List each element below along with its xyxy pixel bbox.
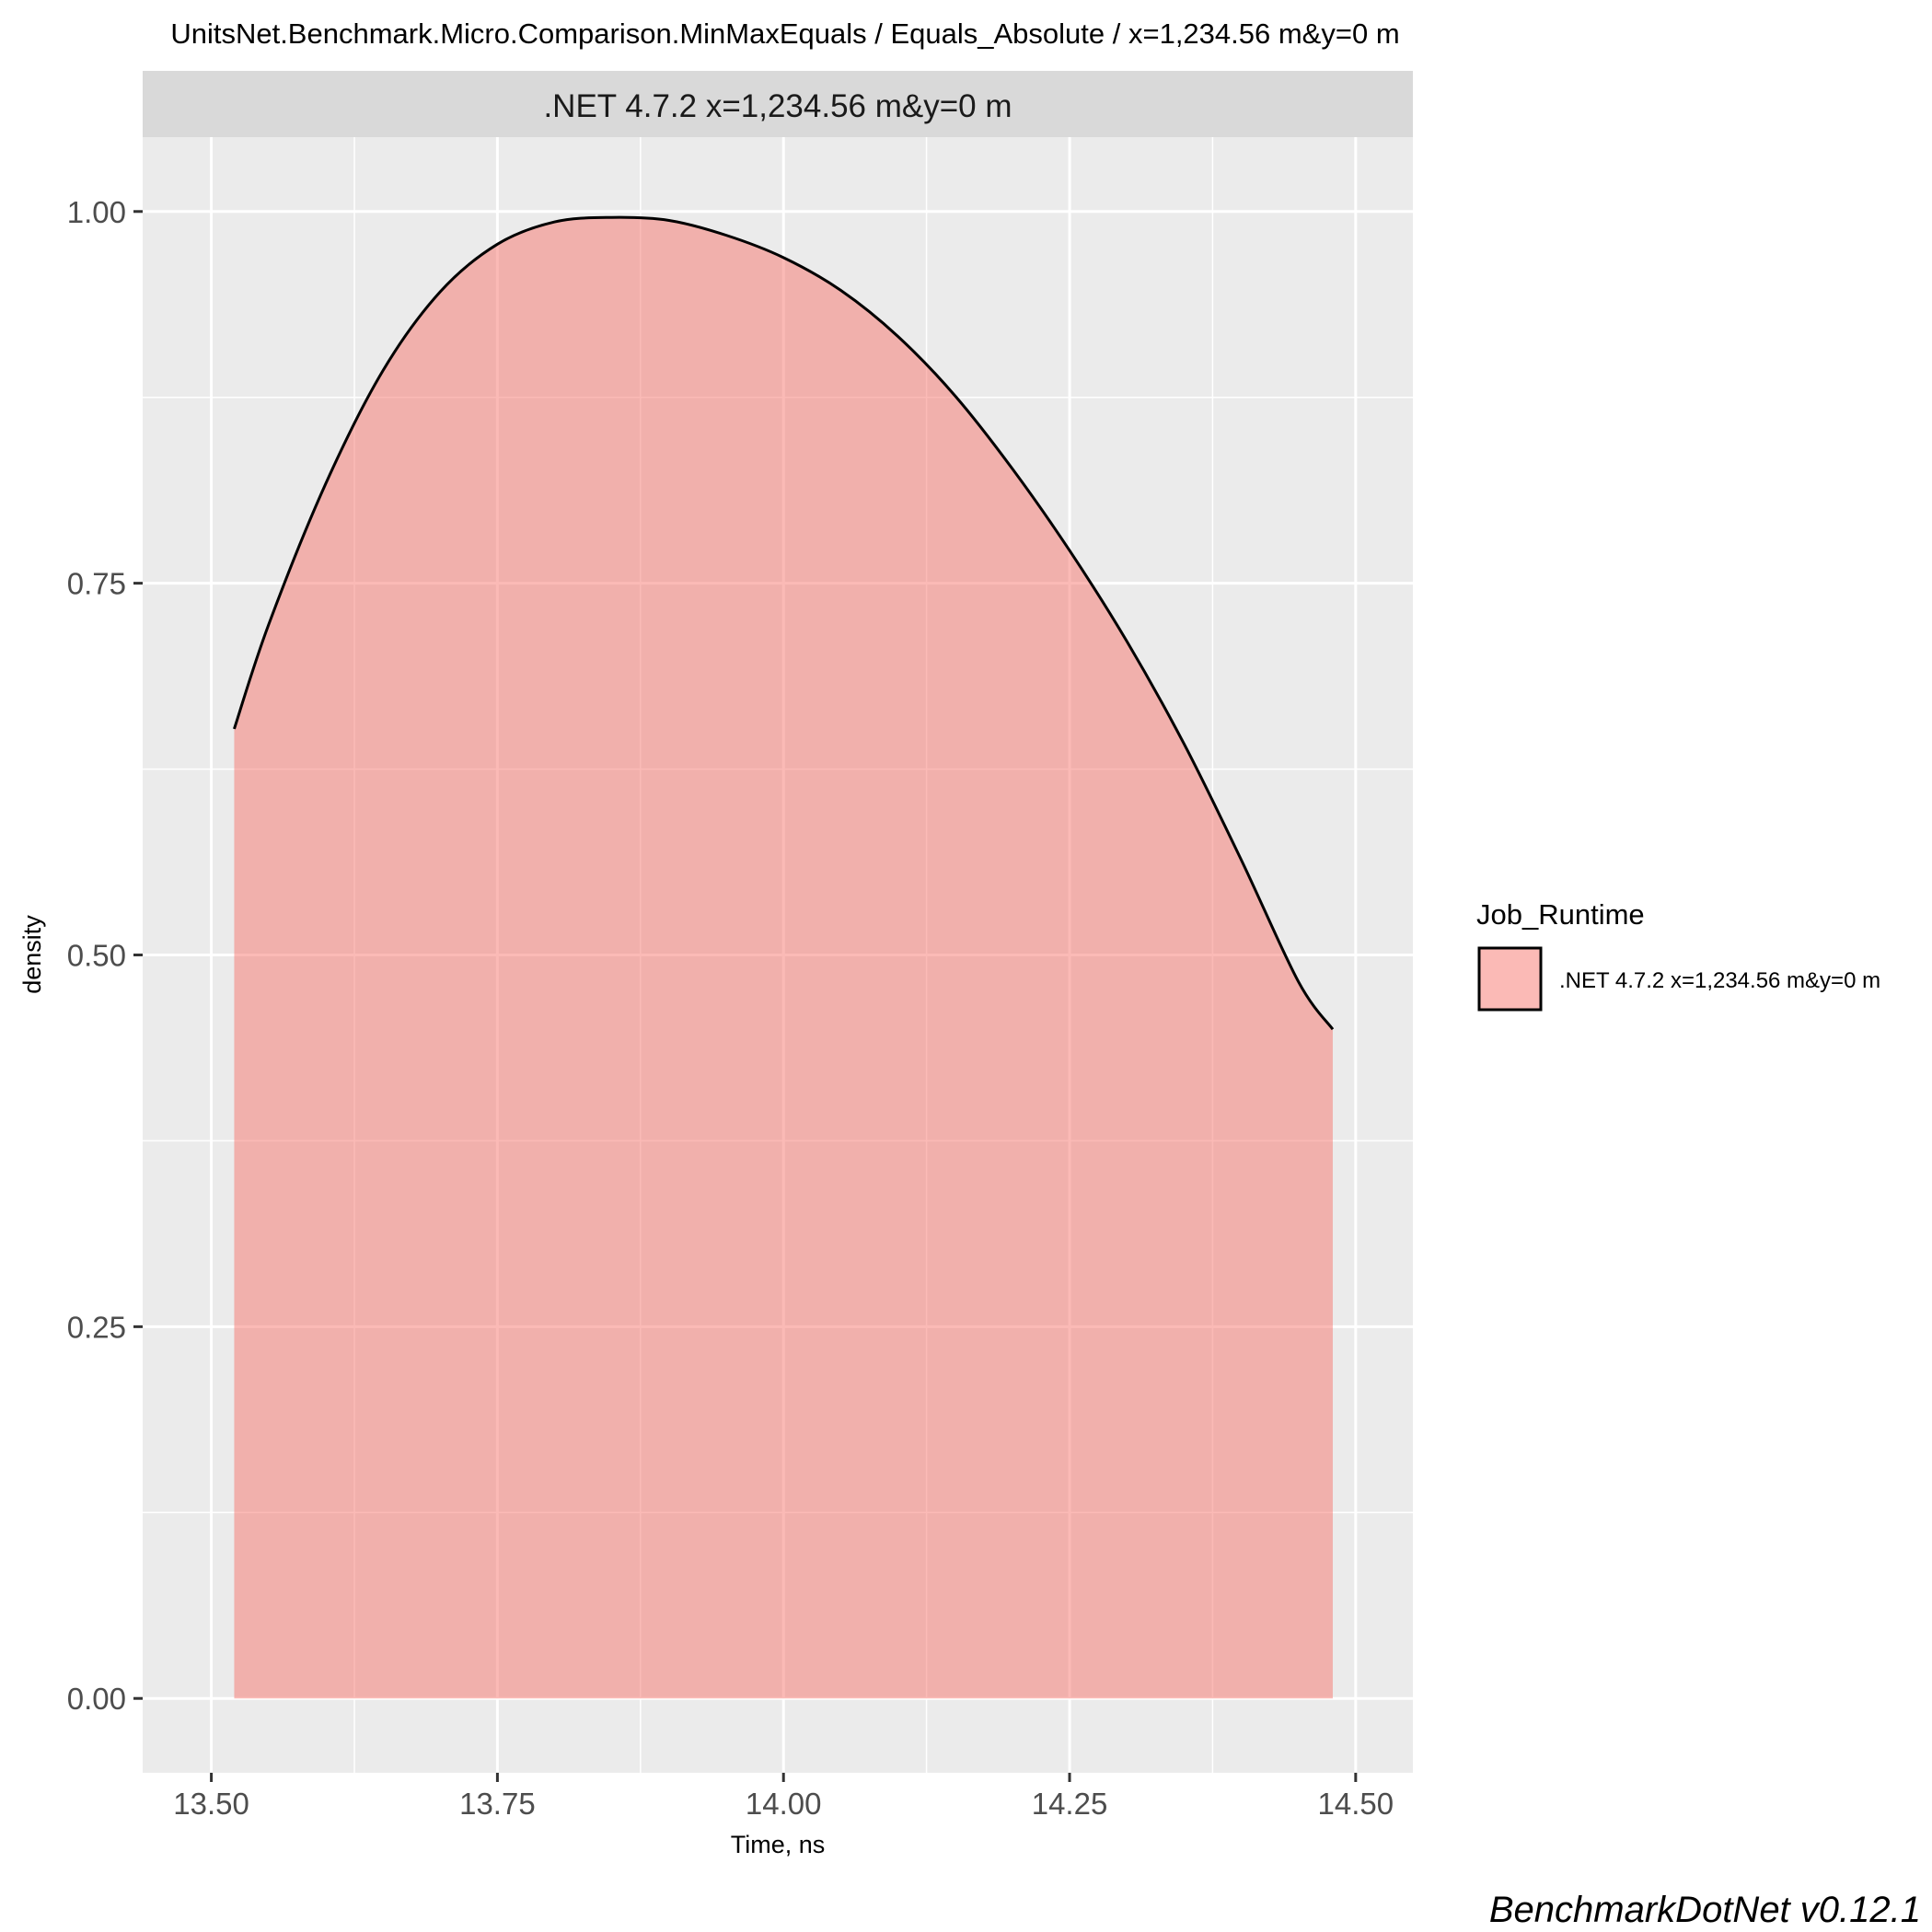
legend-key-swatch — [1477, 946, 1543, 1012]
x-tick-label: 13.75 — [459, 1787, 536, 1821]
facet-strip — [143, 71, 1413, 137]
y-tick-label: 0.00 — [67, 1682, 126, 1716]
x-tick-label: 14.50 — [1318, 1787, 1394, 1821]
legend-entry-label: .NET 4.7.2 x=1,234.56 m&y=0 m — [1559, 968, 1880, 993]
x-tick-label: 13.50 — [173, 1787, 249, 1821]
density-outline-0 — [233, 215, 1335, 1031]
y-tick-label: 0.75 — [67, 567, 126, 601]
caption: BenchmarkDotNet v0.12.1 — [1489, 1890, 1921, 1930]
chart-title: UnitsNet.Benchmark.Micro.Comparison.MinM… — [170, 17, 1399, 50]
x-axis-title: Time, ns — [731, 1831, 826, 1858]
x-axis: 13.50 13.75 14.00 14.25 14.50 — [173, 1773, 1394, 1821]
density-marks — [233, 215, 1335, 1699]
x-tick-label: 14.00 — [746, 1787, 822, 1821]
x-tick-label: 14.25 — [1032, 1787, 1108, 1821]
y-axis-title: density — [18, 915, 46, 994]
y-tick-label: 1.00 — [67, 195, 126, 229]
facet-label: .NET 4.7.2 x=1,234.56 m&y=0 m — [543, 88, 1012, 124]
y-tick-label: 0.25 — [67, 1310, 126, 1344]
density-area-0 — [234, 217, 1333, 1699]
legend-title: Job_Runtime — [1476, 898, 1645, 931]
legend: Job_Runtime .NET 4.7.2 x=1,234.56 m&y=0 … — [1476, 898, 1880, 1012]
y-axis: 0.00 0.25 0.50 0.75 1.00 — [67, 195, 143, 1716]
y-tick-label: 0.50 — [67, 939, 126, 973]
